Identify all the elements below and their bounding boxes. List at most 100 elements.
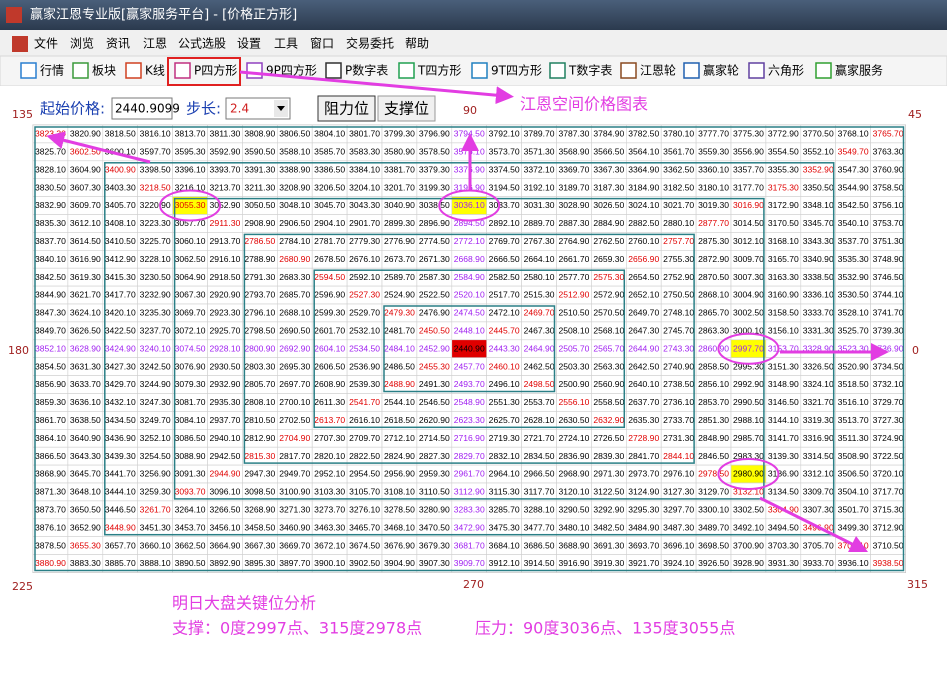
grid-value: 3124.90	[628, 488, 659, 497]
toolbar-icon[interactable]	[748, 62, 765, 79]
button[interactable]	[317, 95, 376, 122]
grid-value: 2791.30	[244, 273, 275, 282]
toolbar-icon[interactable]	[815, 62, 832, 79]
toolbar-button[interactable]: 六角形	[768, 64, 804, 78]
toolbar-icon[interactable]	[549, 62, 566, 79]
toolbar-button[interactable]: K线	[145, 64, 165, 78]
grid-value: 3926.50	[698, 559, 729, 568]
toolbar-icon[interactable]	[20, 62, 37, 79]
grid-value: 2500.90	[559, 380, 590, 389]
grid-value: 2484.10	[384, 344, 415, 353]
grid-value: 2673.70	[384, 255, 415, 264]
grid-value: 2954.50	[349, 470, 380, 479]
toolbar-button[interactable]: 赢家服务	[835, 63, 883, 78]
grid-value: 3237.70	[140, 326, 171, 335]
grid-value: 3156.10	[768, 326, 799, 335]
grid-value: 3165.70	[768, 255, 799, 264]
toolbar-icon[interactable]	[398, 62, 415, 79]
toolbar-icon[interactable]	[471, 62, 488, 79]
toolbar-button[interactable]: 江恩轮	[640, 64, 676, 78]
toolbar-icon[interactable]	[72, 62, 89, 79]
toolbar-button[interactable]: P四方形	[194, 63, 237, 78]
toolbar-button[interactable]: 板块	[92, 64, 116, 78]
menu-item[interactable]: 江恩	[143, 37, 167, 51]
grid-value: 3933.70	[803, 559, 834, 568]
grid-value: 2721.70	[524, 434, 555, 443]
grid-value: 2488.90	[384, 380, 415, 389]
grid-value: 3492.10	[733, 523, 764, 532]
toolbar-icon[interactable]	[325, 62, 342, 79]
grid-value: 2493.70	[454, 380, 485, 389]
grid-value: 2822.50	[349, 452, 380, 461]
menu-item[interactable]: 公式选股	[178, 37, 226, 51]
grid-value: 3192.10	[524, 183, 555, 192]
toolbar-button[interactable]: 行情	[40, 64, 64, 78]
grid-value: 3002.50	[733, 309, 764, 318]
select-arrow[interactable]	[277, 106, 285, 111]
toolbar-button[interactable]: 9T四方形	[491, 63, 542, 78]
grid-value: 3180.10	[698, 183, 729, 192]
step-value[interactable]: 2.4	[230, 102, 249, 116]
grid-value: 2851.30	[698, 416, 729, 425]
button-label[interactable]: 阻力位	[324, 100, 369, 118]
grid-value: 2966.50	[524, 470, 555, 479]
grid-value: 2731.30	[663, 434, 694, 443]
grid-value: 3460.90	[279, 523, 310, 532]
grid-value: 2563.30	[593, 362, 624, 371]
angle-label: 45	[908, 108, 922, 121]
button[interactable]	[377, 95, 436, 122]
grid-value: 2942.50	[210, 452, 241, 461]
toolbar-icon[interactable]	[620, 62, 637, 79]
grid-value: 3088.90	[175, 452, 206, 461]
grid-value: 3223.30	[140, 219, 171, 228]
toolbar-icon[interactable]	[246, 62, 263, 79]
start-input[interactable]	[111, 97, 173, 120]
grid-value: 3484.90	[628, 523, 659, 532]
button-label[interactable]: 支撑位	[384, 100, 429, 118]
toolbar-button[interactable]: 赢家轮	[703, 63, 739, 78]
start-value[interactable]: 2440.9099	[115, 102, 180, 116]
grid-value: 2716.90	[454, 434, 485, 443]
grid-value: 2568.10	[593, 326, 624, 335]
grid-value: 3000.10	[733, 326, 764, 335]
grid-value: 3698.50	[698, 541, 729, 550]
grid-value: 3235.30	[140, 309, 171, 318]
arrow	[759, 496, 869, 553]
toolbar-icon[interactable]	[174, 62, 191, 79]
grid-value: 2604.10	[314, 344, 345, 353]
grid-value: 3852.10	[35, 344, 66, 353]
grid-value: 2697.70	[279, 380, 310, 389]
grid-value: 3074.50	[175, 344, 206, 353]
grid-value: 2496.10	[489, 380, 520, 389]
menu-item[interactable]: 文件	[34, 36, 58, 51]
toolbar-button[interactable]: 9P四方形	[266, 63, 317, 78]
grid-value: 2503.30	[559, 362, 590, 371]
grid-value: 3271.30	[279, 505, 310, 514]
toolbar-button[interactable]: T数字表	[568, 63, 612, 78]
grid-value: 3669.70	[279, 541, 310, 550]
grid-value: 2901.70	[349, 219, 380, 228]
toolbar-icon[interactable]	[125, 62, 142, 79]
grid-value: 2913.70	[210, 237, 241, 246]
menu-item[interactable]: 交易委托	[346, 36, 394, 51]
toolbar-button[interactable]: P数字表	[345, 63, 388, 78]
menu-item[interactable]: 设置	[237, 37, 261, 51]
grid-value: 3129.70	[698, 488, 729, 497]
grid-value: 3062.50	[175, 255, 206, 264]
grid-value: 3103.30	[314, 488, 345, 497]
grid-value: 3556.90	[733, 147, 764, 156]
menu-item[interactable]: 窗口	[310, 37, 334, 51]
grid-value: 3820.90	[70, 130, 101, 139]
toolbar-icon[interactable]	[683, 62, 700, 79]
menu-item[interactable]: 浏览	[70, 36, 94, 51]
menu-item[interactable]: 资讯	[106, 37, 130, 51]
grid-value: 2764.90	[559, 237, 590, 246]
menu-item[interactable]: 工具	[274, 37, 298, 51]
menu-item[interactable]: 帮助	[405, 37, 429, 51]
grid-value: 2793.70	[244, 291, 275, 300]
grid-value: 2740.90	[663, 362, 694, 371]
grid-value: 2839.30	[593, 452, 624, 461]
grid-value: 3019.30	[698, 201, 729, 210]
grid-value: 3302.50	[733, 505, 764, 514]
toolbar-button[interactable]: T四方形	[417, 63, 461, 78]
